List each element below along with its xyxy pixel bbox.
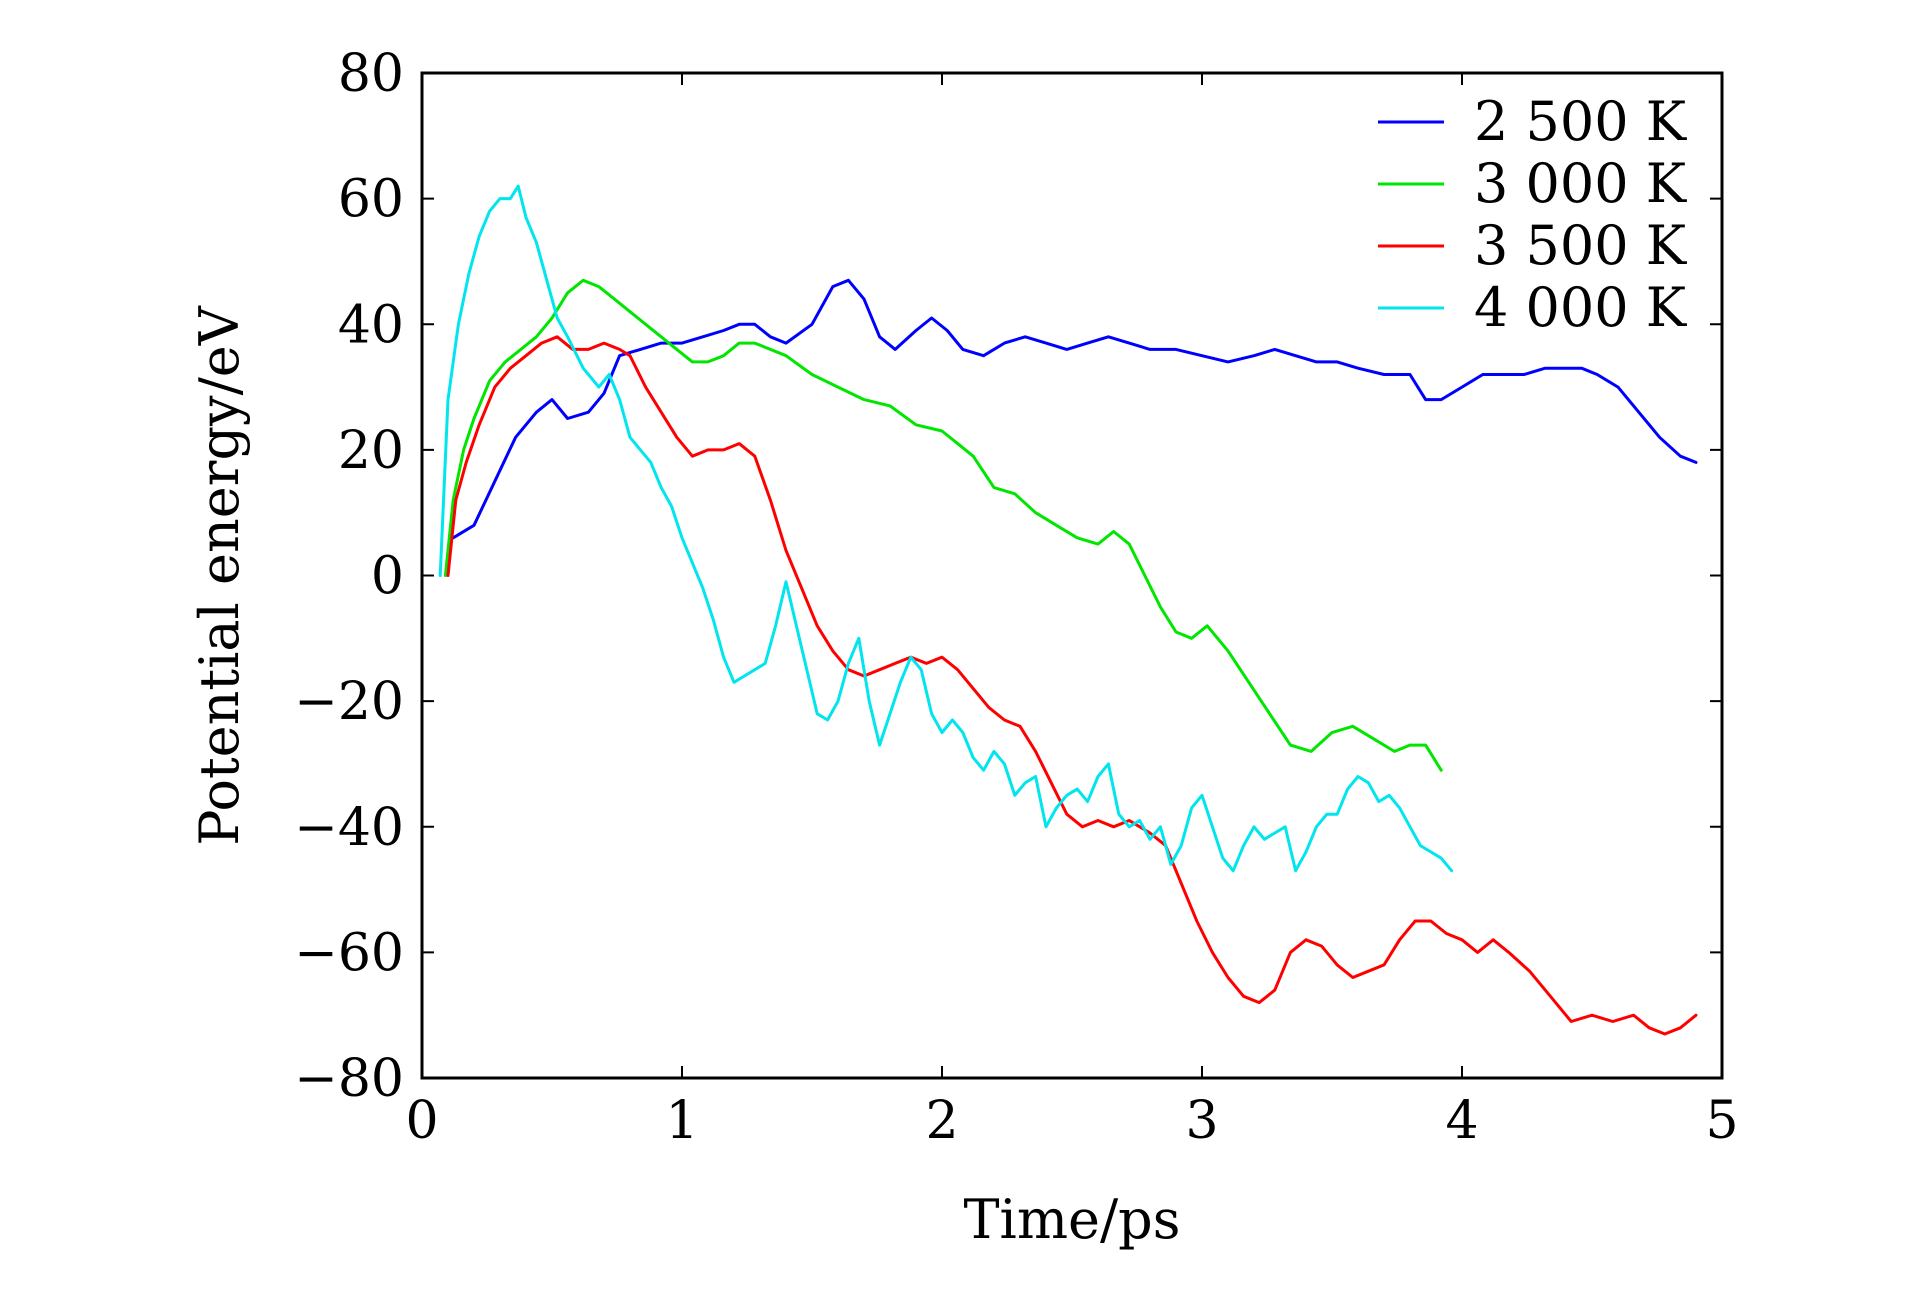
y-tick-label-20: 20 [338,421,404,481]
x-tick-label-0: 0 [405,1091,438,1151]
x-tick-label-5: 5 [1705,1091,1738,1151]
x-tick-label-3: 3 [1185,1091,1218,1151]
x-tick-label-2: 2 [925,1091,958,1151]
legend-label-3: 3 500 K [1474,214,1688,277]
x-axis-title: Time/ps [964,1188,1181,1251]
series-line-1 [451,278,1698,540]
legend-label-1: 2 500 K [1474,90,1688,153]
legend-label-4: 4 000 K [1474,276,1688,339]
legend: 2 500 K3 000 K3 500 K4 000 K [1378,90,1688,339]
y-tick-label-60: 60 [338,170,404,230]
x-tick-label-1: 1 [665,1091,698,1151]
y-tick-label-0: 0 [371,547,404,607]
series-line-4 [438,184,1454,873]
y-tick-label--60: −60 [294,923,404,983]
y-tick-label-40: 40 [338,295,404,355]
series-line-3 [446,335,1698,1036]
y-tick-label--40: −40 [294,798,404,858]
legend-label-2: 3 000 K [1474,152,1688,215]
ticks-layer: 0 1 2 3 4 5 80 60 40 20 0 −20 −40 −60 −80 [294,44,1738,1151]
y-axis-title: Potential energy/eV [188,305,251,845]
y-tick-label--20: −20 [294,672,404,732]
series-line-2 [443,278,1443,772]
series-layer [438,184,1698,1036]
y-tick-label--80: −80 [294,1049,404,1109]
x-tick-label-4: 4 [1445,1091,1478,1151]
y-tick-label-80: 80 [338,44,404,104]
